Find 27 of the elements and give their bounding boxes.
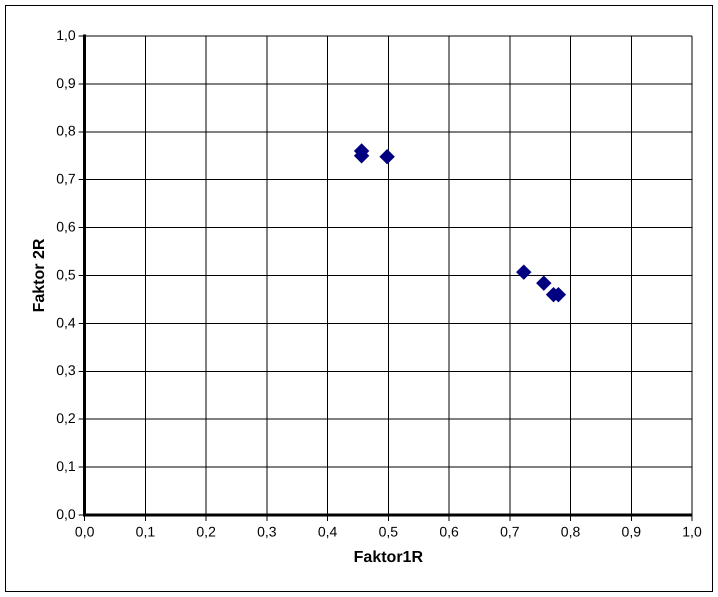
y-axis-title: Faktor 2R [31,238,48,312]
x-tick-label: 0,4 [318,523,338,540]
y-tick-label: 0,3 [56,362,76,378]
y-tick-label: 0,5 [56,266,76,282]
x-tick-label: 0,1 [136,523,156,540]
x-tick-label: 1,0 [682,523,702,540]
point [536,276,552,291]
x-tick-label: 0,2 [196,523,216,540]
y-tick-label: 0,4 [56,314,76,330]
x-tick-label: 0,6 [439,523,460,540]
y-tick-label: 0,7 [56,170,76,187]
x-tick-label: 0,9 [622,523,642,540]
y-tick-label: 0,6 [56,218,76,234]
x-tick-label: 0,3 [257,523,277,540]
x-axis-title: Faktor1R [354,548,424,566]
y-tick-label: 0,2 [56,410,76,426]
y-tick-label: 0,0 [56,506,76,522]
x-tick-label: 0,0 [74,523,95,540]
y-tick-label: 0,1 [56,458,76,474]
y-tick-label: 0,9 [56,74,76,91]
x-tick-label: 0,7 [500,523,520,540]
y-tick-label: 0,8 [56,122,76,139]
x-tick-label: 0,8 [560,523,580,540]
point [380,149,395,164]
x-tick-label: 0,5 [378,523,398,540]
point [516,264,532,280]
y-tick-label: 1,0 [56,26,76,43]
